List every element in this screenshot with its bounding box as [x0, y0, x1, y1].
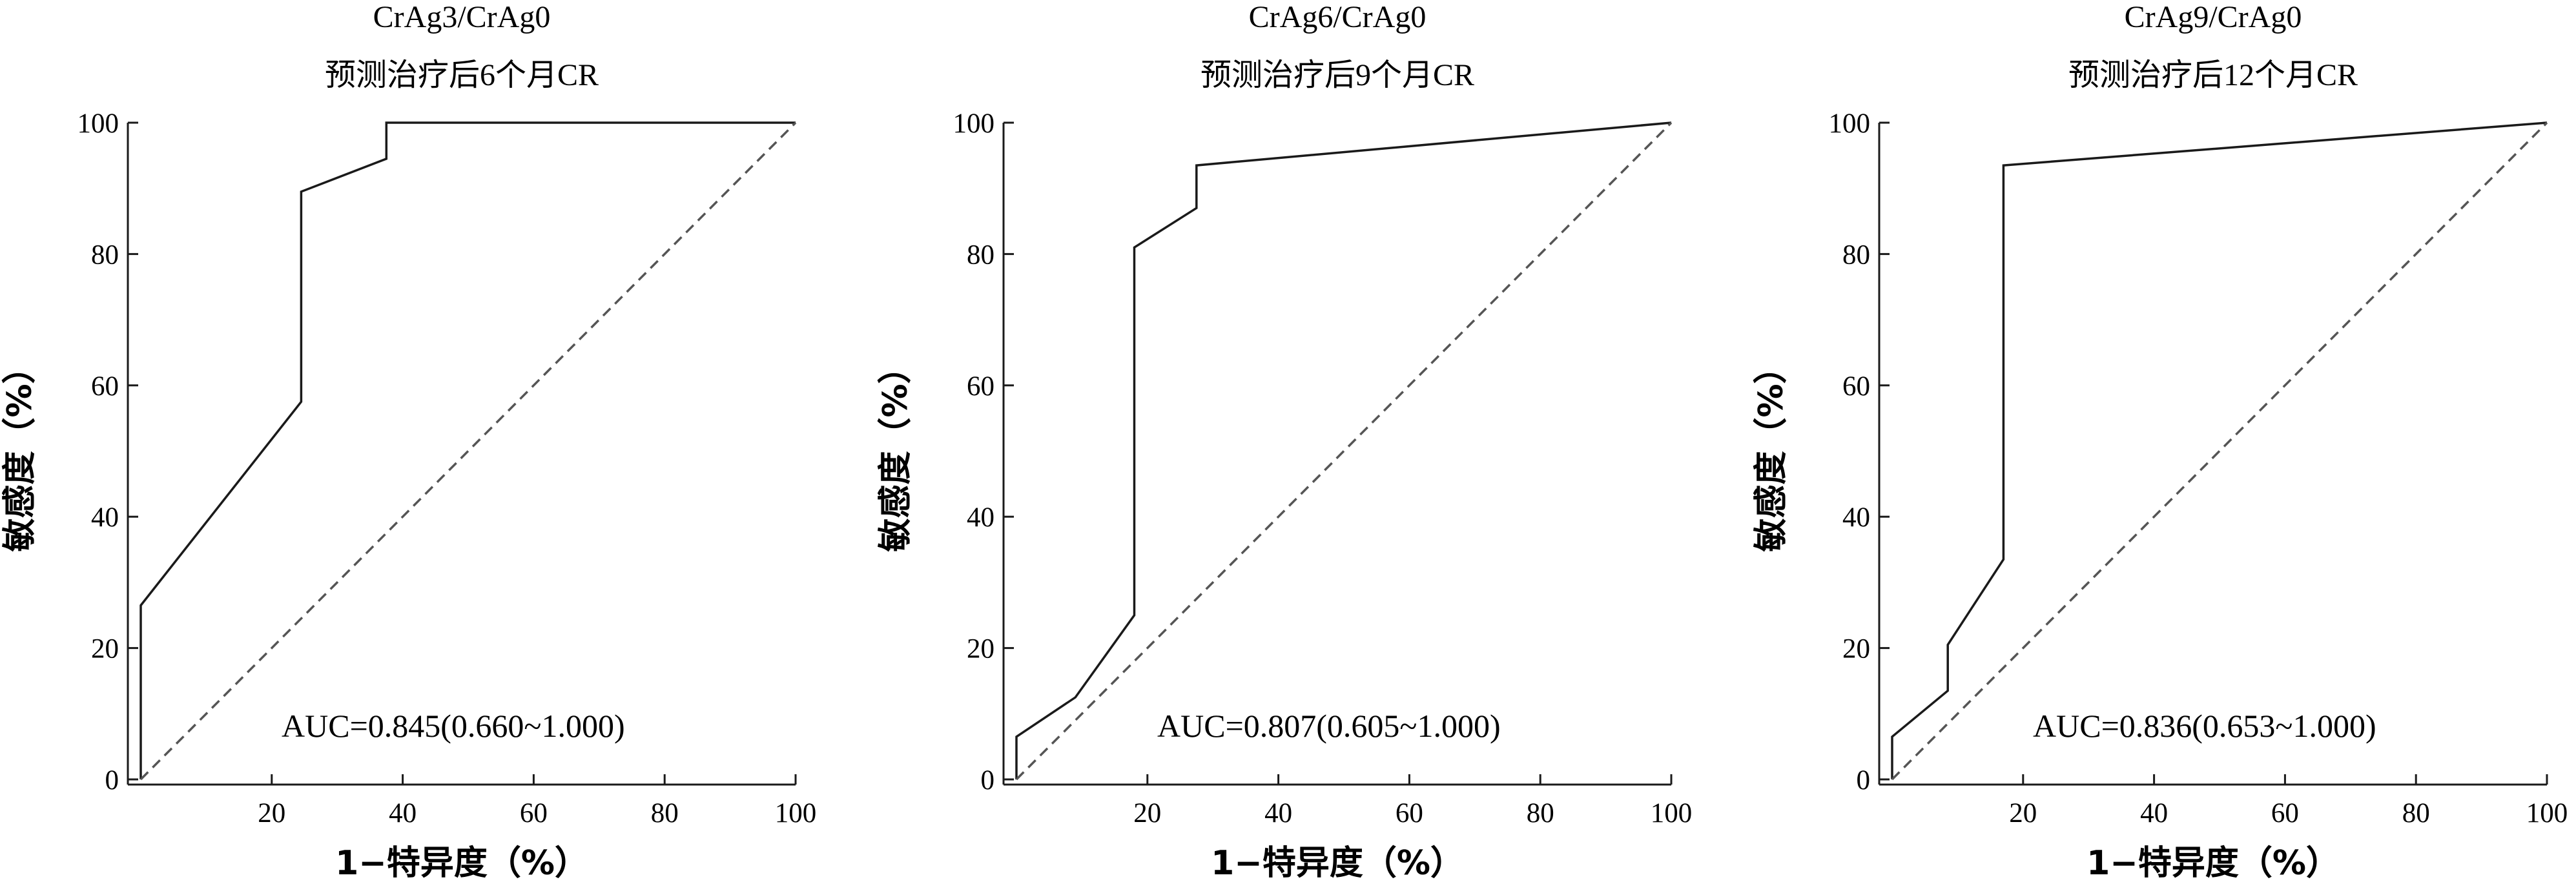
roc-curve-line [1891, 121, 2548, 779]
y-tick-label: 80 [967, 240, 994, 270]
chart-title: CrAg3/CrAg0 [373, 0, 551, 34]
x-tick-label: 100 [775, 798, 817, 828]
y-tick-label: 40 [967, 502, 994, 533]
y-axis-label: 敏感度（%） [1752, 350, 1791, 551]
x-tick-label: 100 [2526, 798, 2568, 828]
x-tick-label: 60 [520, 798, 548, 828]
x-tick-label: 20 [258, 798, 285, 828]
y-axis-label: 敏感度（%） [1, 350, 39, 551]
chart-panel-3: CrAg9/CrAg0 预测治疗后12个月CR 0 20 40 60 80 100 20 40 60… [1752, 0, 2568, 883]
y-tick-label: 0 [105, 765, 119, 796]
x-axis-label: 1−特异度（%） [2087, 844, 2340, 883]
chart-panel-1: CrAg3/CrAg0 预测治疗后6个月CR 0 20 40 60 80 100 20 40 60 8… [1, 0, 816, 883]
x-tick-label: 60 [1396, 798, 1423, 828]
x-tick-label: 40 [2140, 798, 2168, 828]
x-axis-label: 1−特异度（%） [335, 844, 588, 883]
auc-annotation: AUC=0.836(0.653~1.000) [2033, 708, 2376, 744]
roc-curve-line [139, 121, 796, 779]
y-tick-label: 40 [91, 502, 119, 533]
auc-annotation: AUC=0.845(0.660~1.000) [282, 708, 625, 744]
y-axis-label: 敏感度（%） [876, 350, 915, 551]
y-tick-label: 40 [1842, 502, 1870, 533]
roc-curve-line [1015, 121, 1672, 779]
y-tick-label: 60 [91, 371, 119, 402]
chart-panel-2: CrAg6/CrAg0 预测治疗后9个月CR 0 20 40 60 80 100 20 40 60 8… [876, 0, 1692, 883]
y-tick-label: 0 [1857, 765, 1871, 796]
chart-title: CrAg6/CrAg0 [1249, 0, 1427, 34]
y-tick-label: 60 [967, 371, 994, 402]
auc-annotation: AUC=0.807(0.605~1.000) [1157, 708, 1501, 744]
y-tick-label: 20 [967, 634, 994, 664]
x-tick-label: 20 [2009, 798, 2037, 828]
x-tick-label: 80 [2402, 798, 2430, 828]
x-tick-label: 60 [2271, 798, 2299, 828]
x-tick-label: 80 [651, 798, 679, 828]
y-tick-label: 60 [1842, 371, 1870, 402]
y-tick-label: 100 [77, 108, 119, 139]
chart-subtitle: 预测治疗后6个月CR [325, 58, 599, 92]
chart-subtitle: 预测治疗后9个月CR [1200, 58, 1474, 92]
x-tick-label: 100 [1651, 798, 1693, 828]
x-tick-label: 40 [1264, 798, 1292, 828]
chart-title: CrAg9/CrAg0 [2125, 0, 2302, 34]
y-tick-label: 80 [1842, 240, 1870, 270]
x-axis-label: 1−特异度（%） [1211, 844, 1464, 883]
reference-diagonal-line [139, 121, 797, 781]
y-tick-label: 0 [981, 765, 995, 796]
reference-diagonal-line [1015, 121, 1673, 781]
x-tick-label: 40 [389, 798, 417, 828]
reference-diagonal-line [1891, 121, 2548, 781]
y-tick-label: 20 [91, 634, 119, 664]
y-tick-label: 100 [1829, 108, 1871, 139]
y-tick-label: 100 [953, 108, 995, 139]
y-tick-label: 80 [91, 240, 119, 270]
chart-subtitle: 预测治疗后12个月CR [2068, 58, 2358, 92]
x-tick-label: 80 [1527, 798, 1554, 828]
y-tick-label: 20 [1842, 634, 1870, 664]
x-tick-label: 20 [1133, 798, 1161, 828]
